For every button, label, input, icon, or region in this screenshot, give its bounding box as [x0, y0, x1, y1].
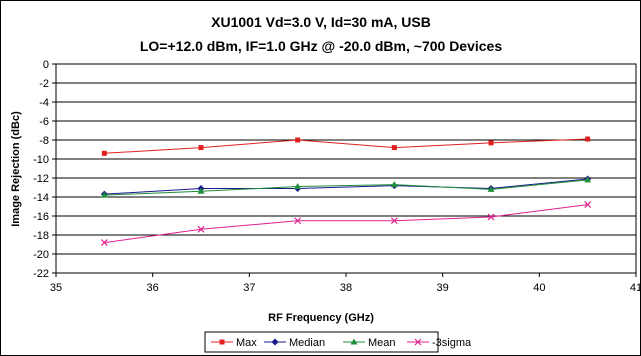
- data-point-max: [101, 150, 107, 156]
- data-point-max: [391, 145, 397, 151]
- series-layer: [100, 136, 592, 247]
- x-tick-label: 37: [243, 282, 255, 294]
- y-tick-label: -8: [39, 135, 49, 147]
- y-tick-label: -20: [33, 249, 49, 261]
- data-point-max: [295, 137, 301, 143]
- data-point-max: [585, 136, 591, 142]
- data-point-mean: [584, 176, 592, 183]
- data-point-mean: [197, 187, 205, 194]
- y-tick-label: -10: [33, 154, 49, 166]
- data-point-3sigma: [584, 201, 592, 209]
- data-point-3sigma: [487, 213, 495, 221]
- legend-label-3sigma: -3sigma: [432, 337, 472, 349]
- data-point-3sigma: [100, 239, 108, 247]
- legend-marker-mean: [350, 338, 358, 345]
- series-line-max: [104, 138, 588, 154]
- y-tick-label: -4: [39, 97, 49, 109]
- legend-marker-3sigma: [414, 338, 422, 346]
- plot-area: [55, 63, 637, 274]
- chart-title-line1: XU1001 Vd=3.0 V, Id=30 mA, USB: [211, 14, 431, 30]
- y-tick-label: -22: [33, 268, 49, 280]
- series-line-3sigma: [104, 204, 588, 244]
- x-tick-label: 36: [147, 282, 159, 294]
- data-point-max: [198, 145, 204, 151]
- legend-label-max: Max: [236, 337, 257, 349]
- legend-label-median: Median: [289, 337, 325, 349]
- data-point-3sigma: [197, 225, 205, 233]
- legend-label-mean: Mean: [368, 337, 396, 349]
- y-tick-label: -6: [39, 116, 49, 128]
- data-point-mean: [294, 183, 302, 190]
- y-axis-label: Image Rejection (dBc): [10, 111, 22, 227]
- x-tick-label: 35: [50, 282, 62, 294]
- x-tick-label: 38: [340, 282, 352, 294]
- series-line-mean: [104, 179, 588, 196]
- y-tick-label: -14: [33, 192, 49, 204]
- y-tick-label: -18: [33, 230, 49, 242]
- y-tick-label: -12: [33, 173, 49, 185]
- grid-layer: [56, 82, 636, 255]
- legend-marker-median: [271, 338, 279, 346]
- y-tick-label: 0: [43, 59, 49, 71]
- data-point-mean: [100, 191, 108, 198]
- x-tick-label: 39: [437, 282, 449, 294]
- x-tick-label: 40: [533, 282, 545, 294]
- legend: Max Median Mean -3sigma: [204, 331, 472, 353]
- x-axis-label: RF Frequency (GHz): [268, 312, 374, 324]
- x-tick-label: 41: [630, 282, 640, 294]
- chart-title-line2: LO=+12.0 dBm, IF=1.0 GHz @ -20.0 dBm, ~7…: [140, 38, 502, 54]
- data-point-mean: [487, 185, 495, 192]
- y-tick-label: -2: [39, 78, 49, 90]
- legend-marker-max: [219, 339, 225, 345]
- data-point-max: [488, 140, 494, 146]
- data-point-3sigma: [294, 217, 302, 225]
- legend-box: [204, 331, 439, 353]
- y-tick-label: -16: [33, 211, 49, 223]
- data-point-mean: [390, 181, 398, 188]
- series-line-median: [104, 178, 588, 195]
- data-point-3sigma: [390, 217, 398, 225]
